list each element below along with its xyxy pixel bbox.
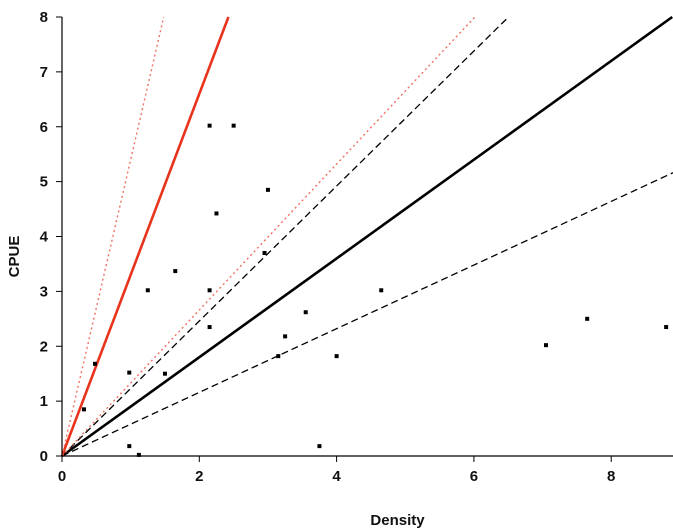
y-tick-label: 6 — [40, 119, 48, 136]
y-tick-label: 2 — [40, 338, 48, 355]
data-point — [543, 343, 548, 348]
data-point — [585, 316, 590, 321]
data-point — [127, 370, 132, 375]
y-tick-label: 4 — [40, 229, 49, 246]
fit-line-3 — [61, 172, 673, 457]
y-tick-label: 1 — [40, 393, 48, 410]
data-points — [81, 123, 669, 457]
x-tick-label: 8 — [607, 468, 615, 485]
data-point — [207, 325, 212, 330]
data-point — [283, 334, 288, 339]
y-tick-label: 0 — [40, 448, 48, 465]
fit-line-5 — [61, 16, 476, 457]
data-point — [92, 361, 97, 366]
y-axis-ticks: 0 1 2 3 4 5 6 7 8 — [40, 9, 62, 465]
data-point — [303, 310, 308, 315]
y-axis-title: CPUE — [6, 236, 23, 278]
x-axis-ticks: 0 2 4 6 8 — [58, 456, 615, 485]
data-point — [162, 371, 167, 376]
data-point — [265, 187, 270, 192]
data-point — [262, 250, 267, 255]
data-point — [664, 325, 669, 330]
x-tick-label: 4 — [332, 468, 341, 485]
data-point — [207, 123, 212, 128]
data-point — [81, 407, 86, 412]
x-tick-label: 0 — [58, 468, 66, 485]
data-point — [231, 123, 236, 128]
data-point — [136, 452, 141, 457]
fit-line-1 — [61, 15, 673, 458]
data-point — [127, 444, 132, 449]
data-point — [334, 354, 339, 359]
x-tick-label: 6 — [470, 468, 478, 485]
x-tick-label: 2 — [195, 468, 203, 485]
fit-line-4 — [60, 16, 230, 457]
y-tick-label: 3 — [40, 283, 48, 300]
data-point — [379, 288, 384, 293]
data-point — [276, 354, 281, 359]
y-tick-label: 8 — [40, 9, 48, 26]
data-point — [317, 444, 322, 449]
fit-line-2 — [61, 16, 509, 457]
regression-lines — [60, 15, 673, 458]
data-point — [145, 288, 150, 293]
data-point — [173, 269, 178, 274]
y-tick-label: 7 — [40, 64, 48, 81]
x-axis-title: Density — [370, 512, 425, 529]
y-tick-label: 5 — [40, 174, 48, 191]
data-point — [214, 211, 219, 216]
fit-line-6 — [61, 16, 165, 457]
data-point — [207, 288, 212, 293]
